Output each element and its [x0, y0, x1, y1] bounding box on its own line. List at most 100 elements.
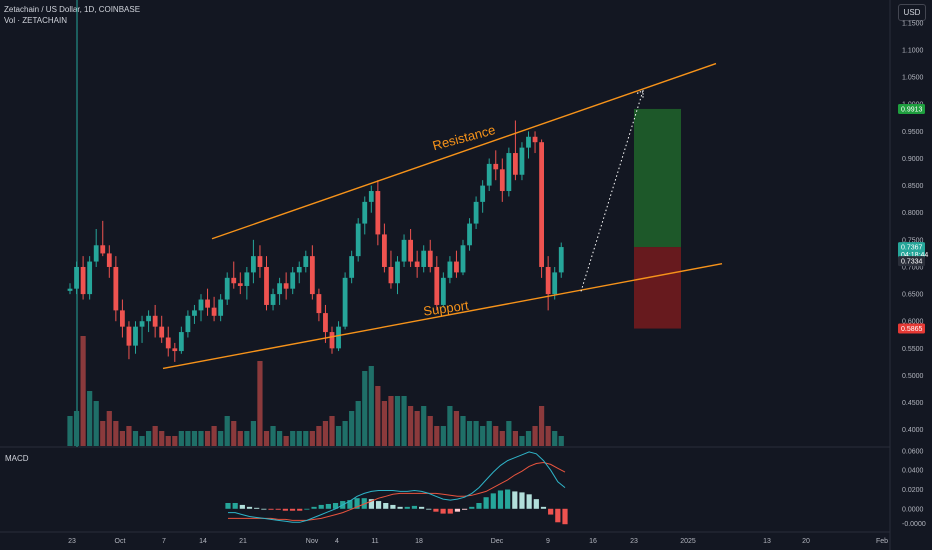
candle-body	[244, 272, 250, 286]
volume-bar	[165, 436, 171, 446]
volume-bar	[139, 436, 145, 446]
candle-body	[264, 266, 269, 305]
price-tag	[898, 323, 925, 334]
time-tick-label: Feb	[876, 538, 888, 545]
macd-signal-line	[228, 461, 566, 521]
price-tag-label: 0.5865	[901, 326, 923, 333]
price-tick-label: 0.4000	[902, 427, 924, 434]
price-tag	[898, 103, 925, 114]
macd-label: MACD	[5, 454, 29, 463]
candle-body	[382, 234, 387, 267]
macd-tick-label: 0.0400	[902, 468, 924, 475]
volume-bar	[322, 421, 329, 446]
candle-body	[362, 201, 368, 224]
macd-histogram-bar	[497, 490, 504, 509]
macd-histogram-bar	[261, 508, 267, 510]
macd-histogram-bar	[368, 499, 375, 509]
macd-histogram-bar	[347, 500, 353, 509]
volume-bar	[126, 426, 132, 446]
volume-bar	[453, 411, 460, 446]
macd-histogram-bar	[476, 503, 482, 509]
macd-histogram-bar	[246, 506, 253, 509]
candle-body	[251, 256, 256, 273]
macd-histogram-bar	[325, 503, 331, 509]
time-tick-label: 21	[239, 538, 247, 545]
macd-histogram-bar	[490, 493, 496, 509]
candle-body	[506, 153, 512, 192]
volume-bar	[414, 411, 420, 446]
candle-body	[447, 261, 453, 278]
candle-body	[388, 266, 394, 284]
candle-body	[316, 294, 322, 314]
candle-body	[414, 261, 420, 267]
macd-histogram-bar	[354, 498, 360, 509]
time-tick-label: 7	[162, 538, 166, 545]
volume-bar	[355, 401, 361, 446]
candle-body	[67, 288, 73, 291]
volume-bar	[309, 431, 315, 446]
macd-histogram-bar	[282, 508, 288, 511]
price-tag-label: 0.7367	[901, 245, 923, 252]
macd-histogram-bar	[297, 508, 303, 511]
price-tick-label: 1.1000	[902, 47, 924, 54]
candle-body	[277, 283, 282, 295]
volume-bar	[466, 421, 473, 446]
price-tag-label: 0.9913	[901, 106, 923, 113]
volume-bar	[506, 421, 512, 446]
currency-button[interactable]: USD	[898, 4, 926, 21]
candle-body	[290, 272, 296, 289]
macd-histogram-bar	[397, 506, 403, 509]
macd-histogram-bar	[332, 503, 339, 509]
macd-histogram-bar	[426, 508, 432, 510]
time-tick-label: 9	[546, 538, 550, 545]
volume-bar	[185, 431, 191, 446]
price-tick-label: 0.9500	[902, 129, 924, 136]
volume-bar	[545, 426, 551, 446]
macd-tick-label: 0.0000	[902, 506, 924, 513]
volume-bar	[473, 421, 479, 446]
time-tick-label: 20	[802, 538, 810, 545]
candle-body	[303, 256, 309, 267]
candle-body	[526, 136, 531, 148]
time-axis: 23 Oct 7 14 21 Nov 4 11 18 Dec 9 16 23 2025 13 20 Feb	[68, 538, 888, 545]
volume-bar	[172, 436, 178, 446]
price-axis: 1.15001.10001.05001.00000.95000.90000.85…	[902, 20, 926, 527]
candle-body	[113, 266, 119, 311]
volume-bar	[296, 431, 302, 446]
macd-histogram-bar	[526, 494, 532, 509]
candle-body	[486, 163, 492, 186]
macd-histogram-bar	[418, 506, 425, 509]
time-tick-label: Nov	[306, 538, 319, 545]
macd-tick-label: 0.0600	[902, 448, 924, 455]
volume-bar	[198, 431, 204, 446]
candle-body	[480, 185, 486, 202]
macd-histogram-bar	[390, 504, 396, 509]
volume-bar	[211, 426, 217, 446]
grid-lines	[0, 0, 891, 550]
candle-body	[185, 315, 191, 333]
macd-histogram-bar	[454, 508, 461, 512]
macd-histogram-bar	[533, 499, 539, 509]
candle-body	[408, 239, 413, 262]
candle-body	[270, 294, 276, 305]
candle-body	[237, 283, 243, 286]
candle-body	[165, 337, 171, 349]
volume-bar	[532, 426, 538, 446]
volume-bar	[525, 431, 532, 446]
candle-body	[329, 332, 335, 349]
candle-body	[146, 315, 151, 322]
macd-pane	[225, 451, 568, 525]
volume-label: Vol · ZETACHAIN	[4, 16, 67, 25]
volume-bar	[263, 431, 270, 446]
volume-bar	[67, 416, 73, 446]
time-tick-label: 16	[589, 538, 597, 545]
candle-body	[198, 299, 204, 311]
candle-body	[133, 326, 138, 346]
chart-title: Zetachain / US Dollar, 1D, COINBASE	[4, 5, 141, 14]
volume-bar	[381, 401, 387, 446]
price-tick-label: 0.5500	[902, 346, 924, 353]
time-tick-label: 2025	[680, 538, 696, 545]
candle-body	[499, 169, 505, 192]
volume-bar	[244, 431, 250, 446]
